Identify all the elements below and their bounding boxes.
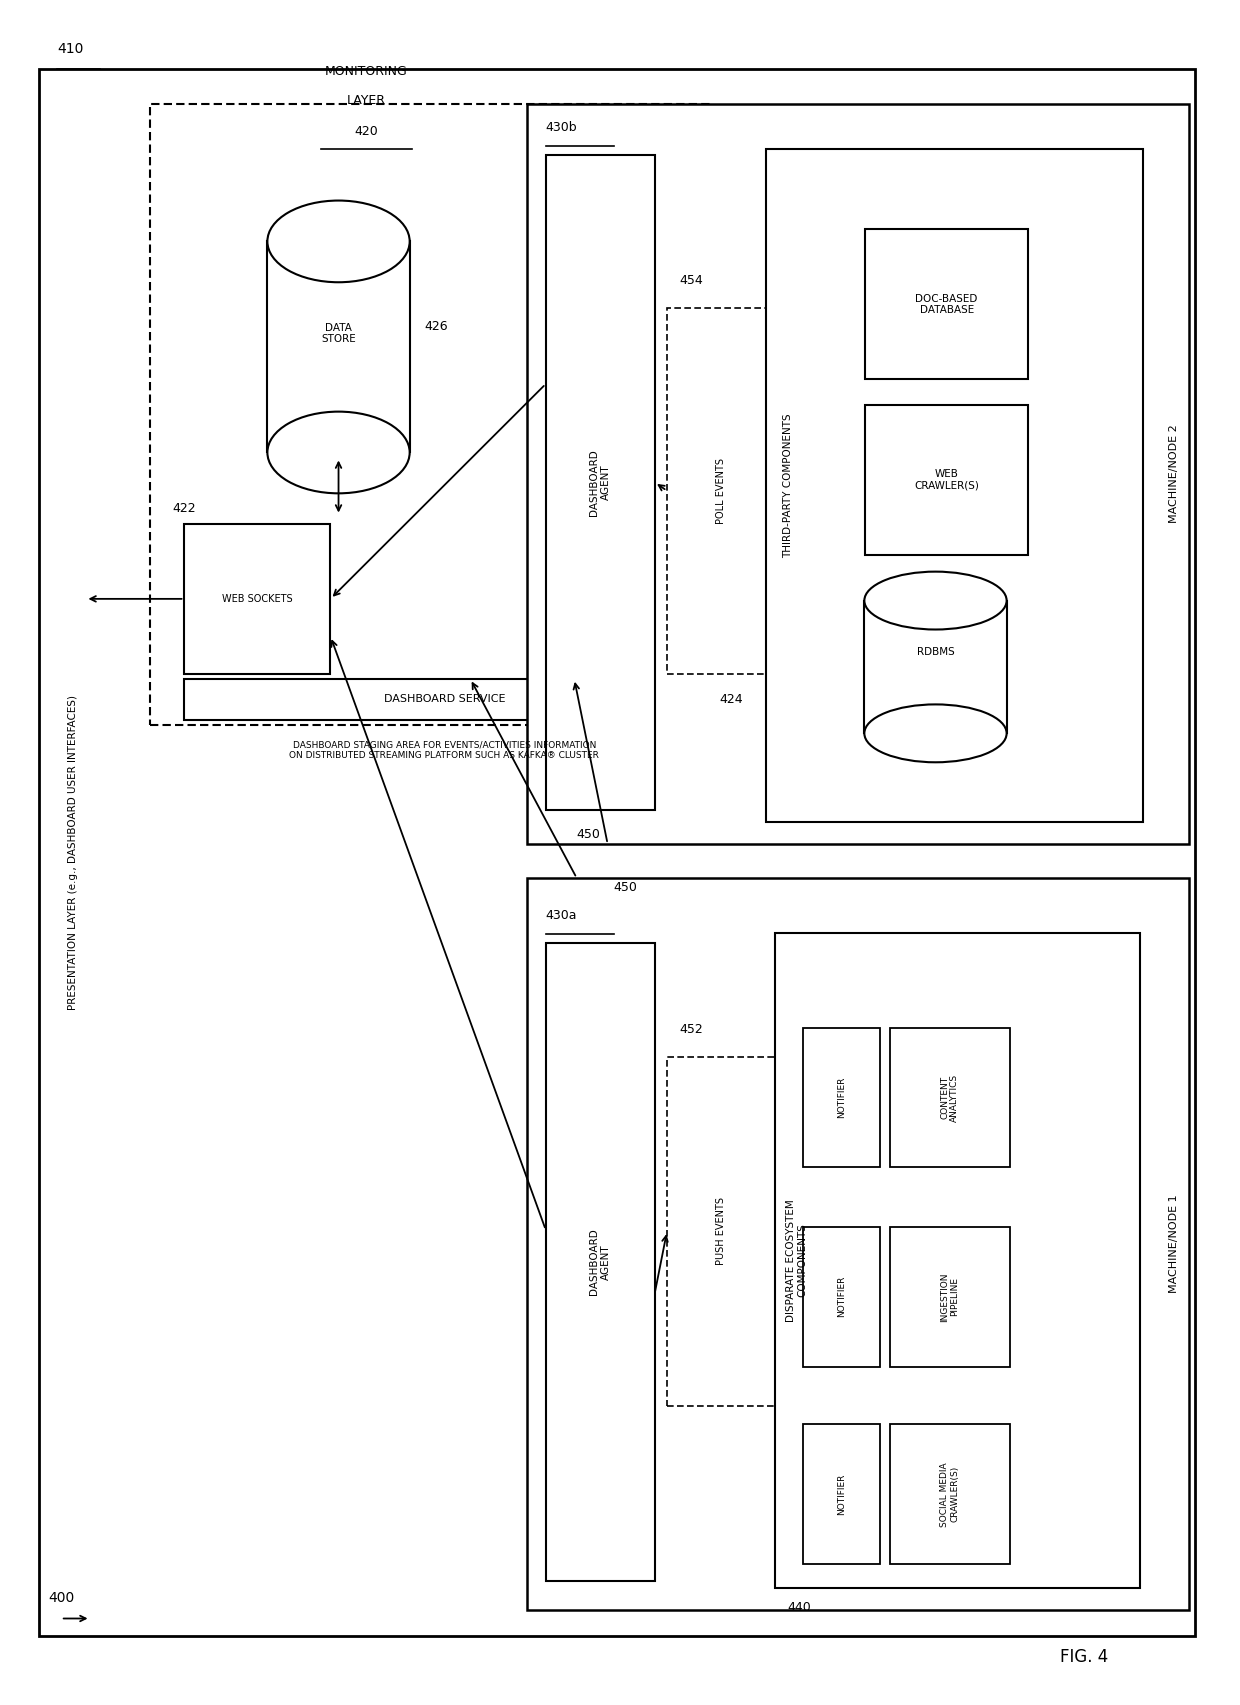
Text: 452: 452 <box>680 1023 703 1037</box>
Ellipse shape <box>864 704 1007 762</box>
Text: RDBMS: RDBMS <box>916 648 955 658</box>
Bar <box>864 600 1007 733</box>
Bar <box>546 155 655 810</box>
Text: SOCIAL MEDIA
CRAWLER(S): SOCIAL MEDIA CRAWLER(S) <box>940 1461 960 1526</box>
Text: DASHBOARD
AGENT: DASHBOARD AGENT <box>589 1229 611 1296</box>
Bar <box>766 150 1143 822</box>
Text: INGESTION
PIPELINE: INGESTION PIPELINE <box>940 1272 960 1321</box>
Text: DASHBOARD SERVICE: DASHBOARD SERVICE <box>383 694 505 704</box>
Text: NOTIFIER: NOTIFIER <box>837 1275 846 1318</box>
Text: DISPARATE ECOSYSTEM
COMPONENTS: DISPARATE ECOSYSTEM COMPONENTS <box>786 1199 807 1321</box>
Text: NOTIFIER: NOTIFIER <box>837 1473 846 1516</box>
Text: 450: 450 <box>577 827 600 841</box>
Text: 454: 454 <box>680 275 703 288</box>
Bar <box>527 878 1189 1610</box>
Ellipse shape <box>268 411 409 493</box>
Text: DATA
STORE: DATA STORE <box>321 322 356 344</box>
Ellipse shape <box>268 201 409 283</box>
Bar <box>667 1057 776 1405</box>
Bar <box>185 679 704 720</box>
Bar <box>185 523 331 673</box>
Text: WEB SOCKETS: WEB SOCKETS <box>222 593 293 604</box>
Text: 440: 440 <box>787 1601 811 1615</box>
Text: POLL EVENTS: POLL EVENTS <box>717 457 727 523</box>
Bar <box>667 309 776 673</box>
Text: 400: 400 <box>48 1591 74 1604</box>
Text: LAYER: LAYER <box>347 94 386 107</box>
Text: 450: 450 <box>614 881 637 895</box>
Text: DASHBOARD
AGENT: DASHBOARD AGENT <box>589 448 611 515</box>
Text: WEB
CRAWLER(S): WEB CRAWLER(S) <box>914 469 980 491</box>
Text: 420: 420 <box>355 124 378 138</box>
Text: MACHINE/NODE 2: MACHINE/NODE 2 <box>1169 425 1179 523</box>
Text: 410: 410 <box>57 43 83 56</box>
Bar <box>866 230 1028 379</box>
Bar <box>775 933 1140 1587</box>
Bar <box>890 1424 1009 1563</box>
Text: CONTENT
ANALYTICS: CONTENT ANALYTICS <box>940 1074 960 1122</box>
Bar <box>546 943 655 1581</box>
Bar <box>866 404 1028 554</box>
Bar <box>804 1028 880 1168</box>
Text: NOTIFIER: NOTIFIER <box>837 1078 846 1118</box>
Text: 422: 422 <box>172 503 196 515</box>
Text: MONITORING: MONITORING <box>325 65 408 78</box>
Text: 430b: 430b <box>546 121 578 135</box>
Text: FIG. 4: FIG. 4 <box>1060 1649 1109 1666</box>
Text: MACHINE/NODE 1: MACHINE/NODE 1 <box>1169 1195 1179 1294</box>
Bar <box>804 1228 880 1367</box>
Text: PUSH EVENTS: PUSH EVENTS <box>717 1197 727 1265</box>
Text: 430a: 430a <box>546 909 578 922</box>
Bar <box>527 104 1189 844</box>
Bar <box>150 104 713 725</box>
Text: DOC-BASED
DATABASE: DOC-BASED DATABASE <box>915 293 978 315</box>
Bar <box>890 1228 1009 1367</box>
Ellipse shape <box>864 571 1007 629</box>
Bar <box>890 1028 1009 1168</box>
Bar <box>268 242 409 452</box>
Bar <box>804 1424 880 1563</box>
Text: DASHBOARD STAGING AREA FOR EVENTS/ACTIVITIES INFORMATION
ON DISTRIBUTED STREAMIN: DASHBOARD STAGING AREA FOR EVENTS/ACTIVI… <box>289 740 599 759</box>
Text: 424: 424 <box>719 692 743 706</box>
Text: PRESENTATION LAYER (e.g., DASHBOARD USER INTERFACES): PRESENTATION LAYER (e.g., DASHBOARD USER… <box>68 696 78 1009</box>
Text: THIRD-PARTY COMPONENTS: THIRD-PARTY COMPONENTS <box>784 413 794 558</box>
Text: 426: 426 <box>424 321 448 332</box>
